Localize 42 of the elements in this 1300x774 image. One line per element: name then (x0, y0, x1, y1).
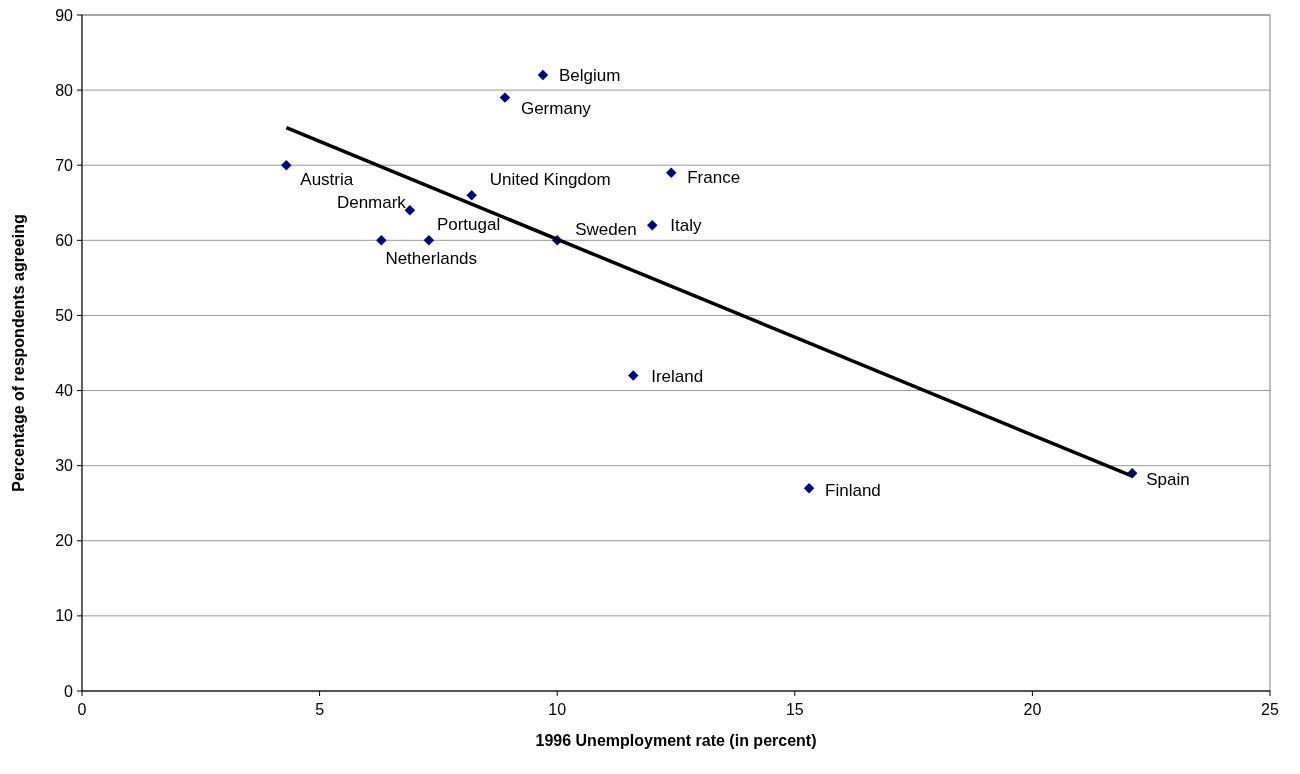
x-axis-title: 1996 Unemployment rate (in percent) (535, 732, 817, 749)
y-tick-label: 90 (55, 6, 74, 24)
annotation: Netherlands (385, 249, 478, 269)
point (803, 482, 815, 494)
annotation: Spain (1146, 470, 1190, 490)
annotation: Finland (825, 481, 881, 501)
y-tick-label: 20 (55, 532, 74, 550)
y-tick-label: 70 (55, 156, 74, 174)
annotation: Denmark (336, 193, 407, 213)
point (647, 220, 658, 231)
point (627, 370, 639, 381)
point (281, 159, 292, 171)
y-tick-label: 30 (55, 457, 74, 475)
annotation: Italy (670, 216, 702, 236)
y-tick-label: 40 (55, 382, 74, 400)
y-tick-label: 0 (64, 682, 74, 700)
annotation: Belgium (558, 66, 621, 86)
annotation: Ireland (651, 366, 704, 386)
point (666, 167, 677, 178)
point (423, 235, 435, 246)
x-tick-label: 0 (77, 701, 87, 718)
x-tick-label: 5 (315, 701, 325, 718)
y-tick-label: 80 (55, 81, 74, 99)
point (404, 205, 416, 216)
annotation: Sweden (575, 220, 637, 240)
x-tick-label: 15 (785, 701, 804, 718)
y-tick-label: 60 (55, 231, 74, 249)
annotation: France (687, 167, 741, 187)
point (537, 69, 549, 81)
y-tick-label: 10 (55, 607, 74, 625)
x-tick-label: 25 (1261, 701, 1279, 718)
point (499, 92, 511, 103)
y-tick-label: 50 (55, 307, 74, 325)
point (376, 235, 387, 246)
annotation: United Kingdom (489, 170, 611, 190)
x-tick-label: 20 (1023, 701, 1042, 718)
annotation: Portugal (436, 215, 501, 235)
annotation: Germany (520, 98, 592, 118)
annotation: Austria (300, 170, 354, 190)
point (466, 190, 477, 201)
y-axis-title: Percentage of respondents agreeing (10, 214, 27, 492)
x-tick-label: 10 (548, 701, 567, 718)
